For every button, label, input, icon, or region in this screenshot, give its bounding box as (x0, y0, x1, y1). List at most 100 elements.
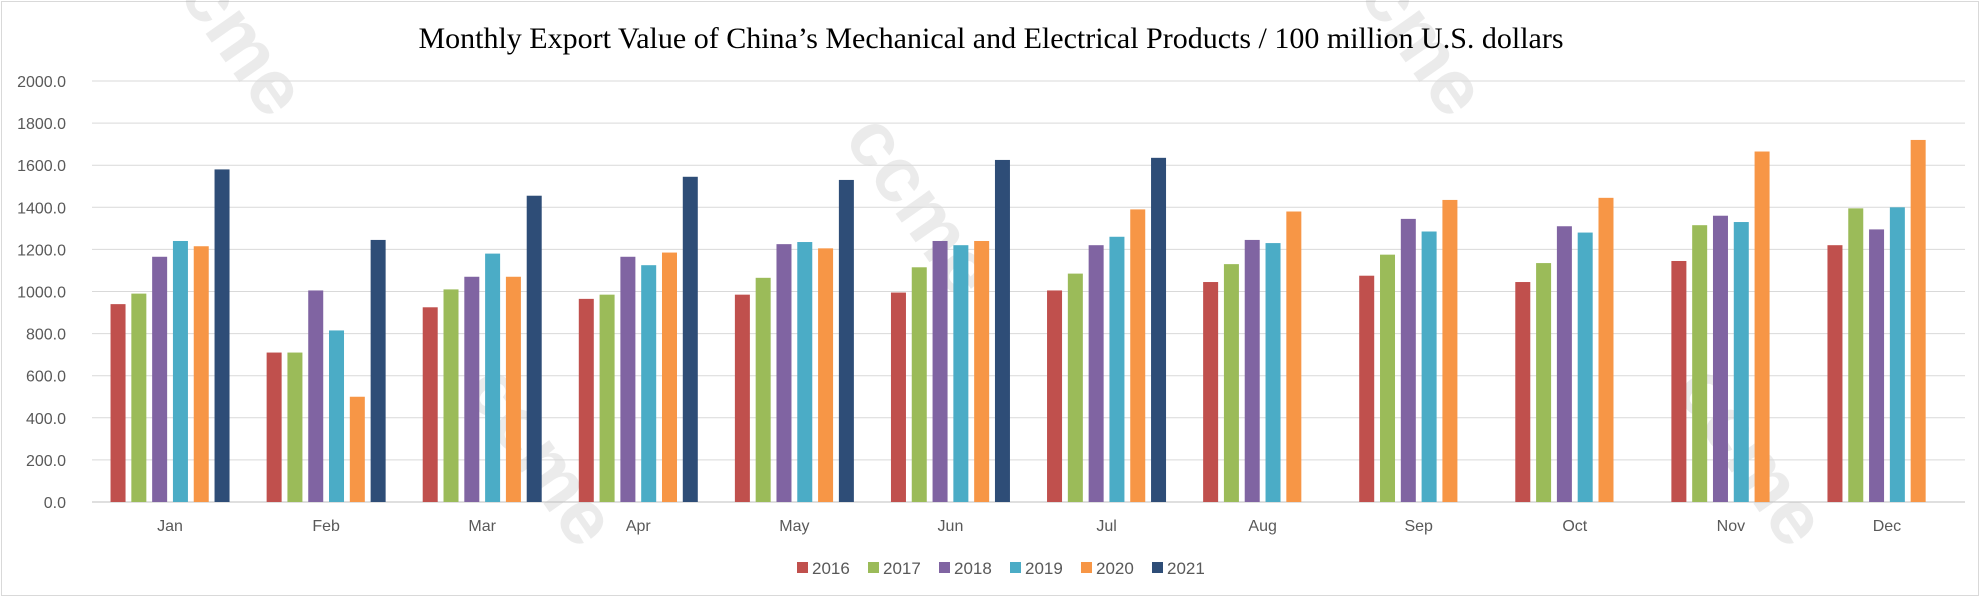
bar-2017-mar (443, 289, 459, 502)
legend-label-2016: 2016 (812, 559, 850, 578)
legend-swatch-2018 (939, 562, 950, 573)
legend-swatch-2019 (1010, 562, 1021, 573)
bar-2021-may (838, 179, 854, 502)
bar-2017-jan (131, 293, 147, 502)
bar-2019-oct (1577, 232, 1593, 502)
bar-2017-apr (599, 294, 615, 502)
bar-2020-nov (1754, 151, 1770, 502)
bar-2016-may (734, 294, 750, 502)
bar-2020-dec (1910, 139, 1926, 502)
bar-2020-oct (1598, 197, 1614, 502)
bar-2019-apr (641, 265, 657, 502)
y-tick-label: 1000.0 (17, 285, 66, 302)
bar-2016-feb (266, 352, 282, 502)
x-tick-label: Feb (312, 518, 340, 535)
watermark-text: ccme (139, 0, 326, 131)
bar-2017-dec (1848, 208, 1864, 502)
bar-2018-feb (308, 290, 324, 502)
bar-2019-nov (1733, 222, 1749, 502)
bar-2020-aug (1286, 211, 1302, 502)
bar-2020-apr (661, 252, 677, 502)
bar-2019-sep (1421, 231, 1437, 502)
gridlines (92, 80, 1965, 503)
bar-2021-jun (994, 159, 1010, 502)
x-tick-label: Sep (1404, 518, 1433, 535)
bar-2018-aug (1244, 239, 1260, 502)
bar-2017-sep (1380, 254, 1396, 502)
x-tick-label: Oct (1562, 518, 1587, 535)
bar-2018-dec (1869, 229, 1885, 502)
x-tick-label: Jun (938, 518, 964, 535)
x-tick-label: Nov (1717, 518, 1745, 535)
bar-2017-aug (1223, 264, 1239, 502)
legend-label-2019: 2019 (1025, 559, 1063, 578)
y-tick-label: 1200.0 (17, 242, 66, 259)
bar-2018-jun (932, 240, 948, 503)
bar-2016-sep (1359, 275, 1375, 502)
x-tick-label: Jan (157, 518, 183, 535)
bar-2018-jul (1088, 245, 1104, 502)
bar-2018-jan (152, 256, 168, 502)
bar-2017-feb (287, 352, 303, 502)
watermark-text: ccme (1659, 348, 1846, 562)
bar-2017-may (755, 277, 771, 502)
bar-2021-jul (1151, 157, 1167, 502)
legend-label-2020: 2020 (1096, 559, 1134, 578)
bar-2018-may (776, 244, 792, 502)
bar-2016-aug (1203, 282, 1219, 502)
bar-2020-jun (974, 240, 990, 503)
x-tick-label: Apr (626, 518, 652, 535)
watermark-text: ccme (1319, 0, 1506, 131)
bar-2016-mar (422, 307, 438, 502)
legend-swatch-2021 (1152, 562, 1163, 573)
bar-2017-jun (911, 267, 927, 502)
y-tick-label: 1400.0 (17, 200, 66, 217)
legend-swatch-2016 (797, 562, 808, 573)
bar-2021-feb (370, 239, 386, 502)
legend-label-2021: 2021 (1167, 559, 1205, 578)
y-tick-label: 0.0 (44, 495, 66, 512)
bars (110, 139, 1926, 503)
y-tick-label: 1600.0 (17, 158, 66, 175)
bar-2020-jul (1130, 209, 1146, 502)
bar-2020-may (818, 248, 834, 502)
bar-2019-mar (485, 253, 501, 502)
bar-2016-oct (1515, 282, 1531, 502)
bar-2018-apr (620, 256, 636, 502)
legend-swatch-2020 (1081, 562, 1092, 573)
x-tick-label: May (779, 518, 809, 535)
bar-2016-jan (110, 304, 126, 502)
bar-2018-mar (464, 276, 480, 502)
legend-label-2018: 2018 (954, 559, 992, 578)
y-tick-label: 200.0 (26, 453, 66, 470)
bar-2017-nov (1692, 225, 1708, 502)
bar-2020-mar (505, 276, 521, 502)
bar-2016-dec (1827, 245, 1843, 502)
bar-2020-jan (193, 246, 209, 502)
bar-2018-nov (1712, 215, 1728, 502)
y-tick-label: 1800.0 (17, 116, 66, 133)
y-tick-label: 2000.0 (17, 74, 66, 91)
legend-swatch-2017 (868, 562, 879, 573)
legend-label-2017: 2017 (883, 559, 921, 578)
y-tick-label: 400.0 (26, 411, 66, 428)
bar-2019-dec (1889, 207, 1905, 503)
bar-2016-jul (1047, 290, 1063, 502)
x-tick-label: Mar (468, 518, 496, 535)
bar-2019-feb (329, 330, 345, 502)
y-tick-label: 800.0 (26, 327, 66, 344)
x-tick-label: Aug (1248, 518, 1276, 535)
bar-2021-mar (526, 195, 542, 502)
bar-2020-sep (1442, 199, 1458, 502)
bar-2019-jan (172, 240, 188, 503)
bar-2019-aug (1265, 243, 1281, 502)
chart-title: Monthly Export Value of China’s Mechanic… (418, 22, 1563, 55)
x-axis-ticks: Jan Feb Mar Apr May Jun Jul Aug Sep Oct Nov Dec (157, 518, 1901, 535)
bar-2018-sep (1400, 218, 1416, 502)
bar-2017-jul (1067, 273, 1083, 502)
bar-2019-jul (1109, 236, 1125, 502)
bar-2018-oct (1556, 226, 1572, 502)
y-axis-ticks: 0.0 200.0 400.0 600.0 800.0 1000.0 1200.0 1400.… (17, 74, 66, 512)
bar-2016-jun (890, 292, 906, 502)
